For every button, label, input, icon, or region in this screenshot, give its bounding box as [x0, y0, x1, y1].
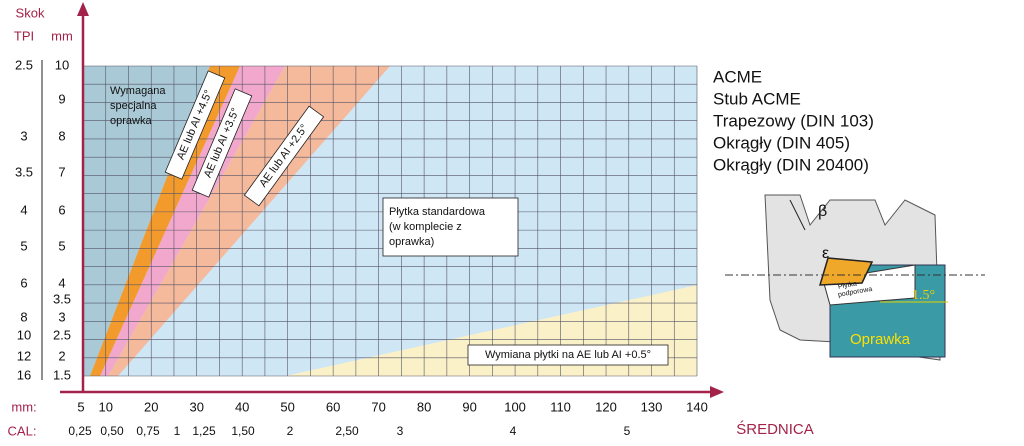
cal-tick-label: 4	[510, 424, 517, 438]
pitch-tick-label: 8	[58, 128, 65, 143]
pitch-tick-label: 10	[55, 57, 69, 72]
pitch-tick-label: 4	[58, 275, 65, 290]
x-title: ŚREDNICA	[736, 420, 814, 438]
tpi-tick-label: 8	[20, 309, 27, 324]
cal-tick-label: 5	[624, 424, 631, 438]
tpi-tick-label: 16	[17, 367, 31, 382]
region-label: oprawka)	[389, 236, 434, 248]
band-45	[90, 66, 240, 376]
x-tick-label: 40	[235, 399, 249, 414]
x-tick-label: 5	[77, 399, 84, 414]
mm-label: mm	[51, 28, 73, 43]
x-tick-label: 110	[550, 399, 571, 414]
cal-tick-label: 3	[397, 424, 404, 438]
tpi-tick-label: 3	[20, 128, 27, 143]
pitch-tick-label: 2	[58, 348, 65, 363]
x-tick-label: 80	[417, 399, 431, 414]
tpi-tick-label: 2.5	[15, 57, 33, 72]
tpi-tick-label: 10	[17, 327, 31, 342]
beta-line	[789, 199, 806, 231]
tpi-tick-label: 6	[20, 275, 27, 290]
x-arrow	[710, 386, 724, 398]
x-tick-label: 120	[595, 399, 617, 414]
x-tick-label: 130	[641, 399, 663, 414]
region-label: Wymiana płytki na AE lub AI +0.5°	[485, 349, 651, 361]
cal-tick-label: 0,25	[68, 424, 92, 438]
epsilon: ε	[822, 245, 829, 262]
inset: β ε Płytka podporowa 1.5° Oprawka	[725, 194, 985, 361]
cal-tick-label: 0,50	[100, 424, 124, 438]
band-25	[108, 66, 390, 376]
region-label: oprawka	[110, 115, 152, 127]
tpi-label: TPI	[14, 28, 34, 43]
x-tick-label: 10	[99, 399, 113, 414]
cal-tick-label: 0,75	[136, 424, 160, 438]
insert	[818, 257, 874, 286]
x-tick-label: 140	[686, 399, 708, 414]
holder-label: Oprawka	[850, 331, 911, 348]
x-tick-label: 20	[144, 399, 158, 414]
shim-label: Płytka	[837, 281, 857, 291]
region-label: Wymagana	[110, 85, 166, 97]
label-box	[467, 344, 669, 366]
band-35	[100, 66, 285, 376]
thread-type: Trapezowy (DIN 103)	[713, 111, 874, 130]
x-tick-label: 70	[371, 399, 385, 414]
x-tick-label: 30	[189, 399, 203, 414]
region-label: (w komplecie z	[389, 221, 462, 233]
x-tick-label: 90	[462, 399, 476, 414]
pitch-tick-label: 2.5	[53, 327, 71, 342]
cal-tick-label: 1	[174, 424, 181, 438]
thread-type: Stub ACME	[713, 89, 801, 108]
region-label: Płytka standardowa	[389, 206, 486, 218]
y-title: Skok	[16, 5, 45, 20]
tpi-tick-label: 4	[20, 202, 27, 217]
pitch-tick-label: 5	[58, 238, 65, 253]
cal-tick-label: 2,50	[335, 424, 359, 438]
x-mm-label: mm:	[11, 399, 36, 414]
beta: β	[818, 203, 827, 220]
pitch-tick-label: 6	[58, 202, 65, 217]
x-tick-label: 60	[326, 399, 340, 414]
angle-label: 1.5°	[912, 288, 935, 303]
cal-tick-label: 2	[287, 424, 294, 438]
x-tick-label: 50	[280, 399, 294, 414]
pitch-tick-label: 9	[58, 91, 65, 106]
thread-type: Okrągły (DIN 405)	[713, 133, 850, 152]
pitch-tick-label: 1.5	[53, 367, 71, 382]
cal-tick-label: 1,25	[192, 424, 216, 438]
region-label: specjalna	[110, 100, 157, 112]
y-arrow	[77, 2, 89, 16]
pitch-tick-label: 3	[58, 309, 65, 324]
tpi-tick-label: 12	[17, 348, 31, 363]
pitch-tick-label: 3.5	[53, 291, 71, 306]
pitch-tick-label: 7	[58, 164, 65, 179]
x-cal-label: CAL:	[8, 423, 37, 438]
thread-type: ACME	[713, 67, 762, 86]
x-tick-label: 100	[504, 399, 526, 414]
cal-tick-label: 1,50	[231, 424, 255, 438]
thread-type: Okrągły (DIN 20400)	[713, 155, 869, 174]
tpi-tick-label: 3.5	[15, 164, 33, 179]
tpi-tick-label: 5	[20, 238, 27, 253]
label-box	[382, 197, 519, 257]
